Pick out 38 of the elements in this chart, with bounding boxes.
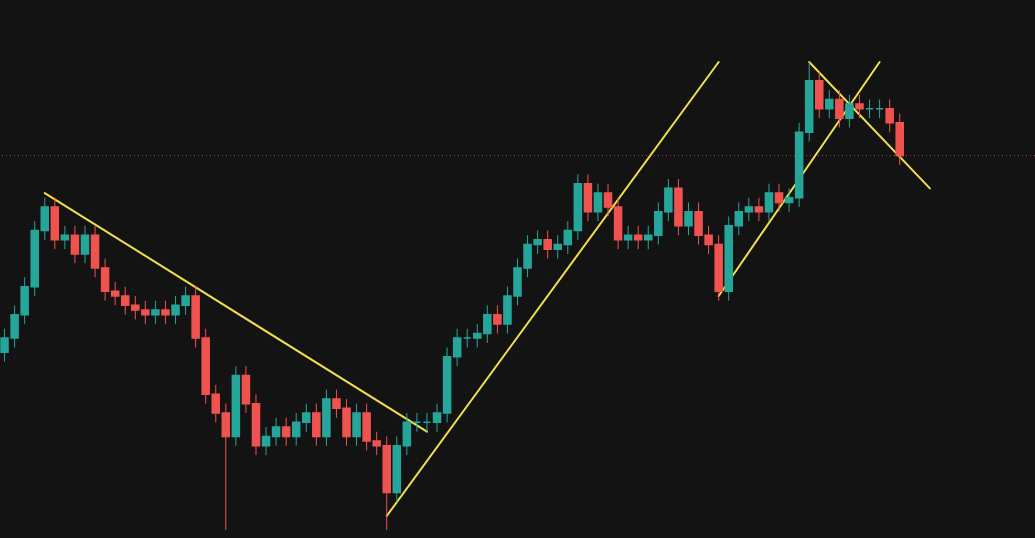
candlestick xyxy=(603,183,613,217)
candlestick xyxy=(633,225,643,250)
candlestick xyxy=(432,403,442,433)
candlestick xyxy=(110,281,120,306)
candlestick xyxy=(452,328,462,367)
candlestick xyxy=(291,412,301,447)
candlestick xyxy=(825,89,834,119)
candlestick xyxy=(60,225,70,250)
candlestick xyxy=(312,403,321,447)
candlestick xyxy=(784,187,794,213)
candlestick xyxy=(774,183,784,213)
candlestick xyxy=(70,225,80,264)
candlestick xyxy=(734,201,744,236)
candlestick xyxy=(623,225,633,250)
candlestick xyxy=(754,197,764,222)
candlestick xyxy=(281,417,291,447)
candlestick xyxy=(402,412,412,456)
candlestick xyxy=(563,220,573,255)
candlestick xyxy=(835,89,844,129)
candlestick xyxy=(161,300,170,325)
candlestick xyxy=(684,201,693,236)
candlestick xyxy=(352,403,361,447)
candlestick xyxy=(120,286,130,316)
candlestick xyxy=(493,304,502,334)
candlestick xyxy=(764,183,774,222)
candlestick xyxy=(593,183,603,222)
candlestick xyxy=(744,197,754,222)
candlestick xyxy=(100,258,110,302)
candlestick xyxy=(302,403,311,433)
candlestick xyxy=(151,300,160,325)
candlestick xyxy=(553,234,562,260)
candlestick xyxy=(845,94,854,129)
candlestick xyxy=(221,403,231,531)
candlestick xyxy=(261,426,271,456)
candlestick xyxy=(543,229,552,260)
candlestick xyxy=(80,225,90,264)
candlestick xyxy=(271,417,281,447)
candlestick xyxy=(855,94,864,119)
